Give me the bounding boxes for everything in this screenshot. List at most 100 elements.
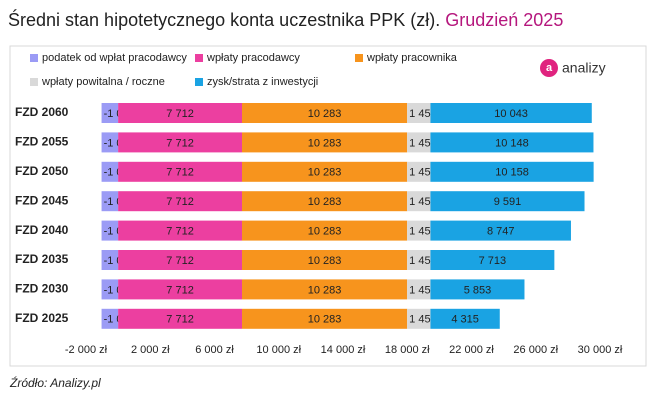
legend-swatch	[355, 54, 363, 62]
value-label: 10 283	[308, 284, 342, 296]
source: Źródło: Analizy.pl	[9, 375, 101, 390]
bar-segment	[407, 220, 431, 241]
bar-segment	[241, 220, 408, 241]
bar-segment	[407, 308, 431, 329]
bar-segment	[430, 191, 585, 212]
value-label: 10 283	[308, 255, 342, 267]
bar-segment	[118, 161, 242, 182]
value-label: 1 450	[409, 314, 437, 326]
bar-segment	[407, 191, 431, 212]
bar-segment	[118, 103, 242, 123]
value-label: 7 713	[479, 255, 507, 267]
bar-segment	[430, 161, 594, 182]
bar-segment	[101, 161, 119, 182]
value-label: 1 450	[409, 137, 437, 149]
value-label: 10 043	[494, 108, 528, 120]
bar-segment	[430, 103, 592, 123]
bar-segment	[407, 250, 431, 270]
bar-segment	[101, 308, 119, 329]
value-label: 1 450	[409, 284, 437, 296]
bar-segment	[241, 308, 408, 329]
category-label: FZD 2040	[15, 223, 69, 237]
legend-label: wpłaty powitalna / roczne	[41, 76, 165, 88]
bar-segment	[407, 132, 431, 153]
value-label: 10 148	[495, 137, 529, 149]
value-label: 10 283	[308, 226, 342, 238]
value-label: 5 853	[464, 284, 492, 296]
x-tick-label: 10 000 zł	[256, 344, 301, 356]
bar-segment	[101, 191, 119, 212]
value-label: 4 315	[451, 314, 479, 326]
bar-segment	[241, 191, 408, 212]
bar-segment	[241, 279, 408, 300]
legend-label: wpłaty pracodawcy	[206, 52, 300, 64]
value-label: 1 450	[409, 108, 437, 120]
value-label: 10 158	[495, 167, 529, 179]
bar-segment	[118, 191, 242, 212]
value-label: 1 450	[409, 196, 437, 208]
value-label: 10 283	[308, 314, 342, 326]
value-label: 10 283	[308, 196, 342, 208]
bar-segment	[241, 161, 408, 182]
value-label: 10 283	[308, 108, 342, 120]
legend-label: zysk/strata z inwestycji	[207, 76, 318, 88]
value-label: 8 747	[487, 226, 515, 238]
chart-title: Średni stan hipotetycznego konta uczestn…	[8, 9, 563, 30]
category-label: FZD 2030	[15, 282, 69, 296]
category-label: FZD 2035	[15, 252, 69, 266]
logo-icon	[540, 59, 558, 77]
logo-text: analizy	[562, 60, 606, 76]
bar-segment	[101, 220, 119, 241]
bar-segment	[407, 161, 431, 182]
bar-segment	[407, 279, 431, 300]
value-label: 10 283	[308, 137, 342, 149]
value-label: 9 591	[494, 196, 522, 208]
bar-segment	[241, 250, 408, 270]
bar-segment	[241, 132, 408, 153]
category-label: FZD 2055	[15, 135, 69, 149]
bar-segment	[430, 308, 500, 329]
category-label: FZD 2045	[15, 193, 69, 207]
bar-segment	[101, 279, 119, 300]
bar-segment	[101, 132, 119, 153]
logo-icon-letter: a	[546, 62, 553, 74]
x-tick-label: 26 000 zł	[513, 344, 558, 356]
title-main: Średni stan hipotetycznego konta uczestn…	[8, 9, 440, 30]
logo: a analizy	[540, 59, 606, 77]
chart-frame	[9, 45, 647, 367]
bar-segment	[241, 103, 408, 123]
bar-segment	[118, 308, 242, 329]
x-tick-label: 22 000 zł	[449, 344, 494, 356]
value-label: 7 712	[166, 255, 194, 267]
legend-label: podatek od wpłat pracodawcy	[42, 52, 187, 64]
value-label: 7 712	[166, 314, 194, 326]
category-label: FZD 2025	[15, 311, 69, 325]
bar-segment	[430, 279, 525, 300]
value-label: 1 450	[409, 255, 437, 267]
bar-segment	[118, 220, 242, 241]
value-label: 7 712	[166, 196, 194, 208]
value-label: 7 712	[166, 108, 194, 120]
bar-segment	[118, 132, 242, 153]
legend-swatch	[195, 78, 203, 86]
bar-segment	[430, 220, 571, 241]
value-label: 10 283	[308, 167, 342, 179]
bar-segment	[101, 103, 119, 123]
x-tick-label: 18 000 zł	[385, 344, 430, 356]
title-date: Grudzień 2025	[445, 10, 563, 30]
legend-swatch	[30, 54, 38, 62]
legend-swatch	[195, 54, 203, 62]
value-label: 7 712	[166, 137, 194, 149]
bar-segment	[118, 250, 242, 270]
value-label: 1 450	[409, 226, 437, 238]
bar-segment	[101, 250, 119, 270]
x-tick-label: 30 000 zł	[578, 344, 623, 356]
legend-swatch	[30, 78, 38, 86]
x-tick-label: -2 000 zł	[65, 344, 108, 356]
value-label: 7 712	[166, 167, 194, 179]
x-tick-label: 6 000 zł	[195, 344, 234, 356]
bar-segment	[430, 132, 594, 153]
value-label: 1 450	[409, 167, 437, 179]
